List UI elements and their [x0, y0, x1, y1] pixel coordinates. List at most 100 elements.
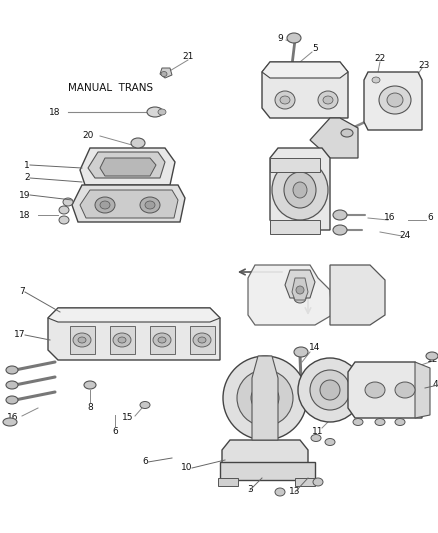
Polygon shape [70, 326, 95, 354]
Ellipse shape [283, 172, 315, 208]
Text: 18: 18 [49, 108, 60, 117]
Ellipse shape [317, 91, 337, 109]
Text: 1: 1 [24, 160, 30, 169]
Ellipse shape [145, 201, 155, 209]
Ellipse shape [95, 197, 115, 213]
Ellipse shape [153, 333, 171, 347]
Text: 21: 21 [182, 52, 193, 61]
Text: 19: 19 [18, 190, 30, 199]
Text: MANUAL  TRANS: MANUAL TRANS [68, 83, 153, 93]
Bar [218, 478, 237, 486]
Ellipse shape [274, 488, 284, 496]
Polygon shape [80, 148, 175, 185]
Polygon shape [190, 326, 215, 354]
Ellipse shape [73, 333, 91, 347]
Ellipse shape [364, 382, 384, 398]
Ellipse shape [332, 225, 346, 235]
Polygon shape [329, 265, 384, 325]
Text: 17: 17 [14, 330, 25, 340]
Polygon shape [251, 356, 277, 440]
Ellipse shape [84, 381, 96, 389]
Polygon shape [291, 278, 307, 300]
Polygon shape [110, 326, 135, 354]
Ellipse shape [237, 370, 292, 426]
Ellipse shape [279, 96, 290, 104]
Ellipse shape [113, 333, 131, 347]
Ellipse shape [59, 206, 69, 214]
Polygon shape [414, 362, 429, 418]
Ellipse shape [259, 393, 269, 403]
Polygon shape [261, 62, 347, 118]
Polygon shape [269, 158, 319, 172]
Polygon shape [88, 152, 165, 178]
Ellipse shape [293, 293, 305, 303]
Polygon shape [100, 158, 155, 176]
Ellipse shape [352, 418, 362, 425]
Text: 6: 6 [426, 214, 432, 222]
Bar [219, 462, 314, 480]
Polygon shape [247, 265, 331, 325]
Ellipse shape [340, 129, 352, 137]
Text: 24: 24 [399, 230, 410, 239]
Polygon shape [261, 62, 347, 78]
Text: 13: 13 [289, 488, 300, 497]
Ellipse shape [3, 418, 17, 426]
Polygon shape [150, 326, 175, 354]
Polygon shape [269, 148, 329, 230]
Ellipse shape [394, 418, 404, 425]
Text: 6: 6 [112, 427, 118, 437]
Polygon shape [48, 308, 219, 360]
Ellipse shape [310, 434, 320, 441]
Ellipse shape [274, 91, 294, 109]
Polygon shape [222, 440, 307, 468]
Text: 10: 10 [180, 464, 191, 472]
Ellipse shape [6, 381, 18, 389]
Ellipse shape [425, 352, 437, 360]
Ellipse shape [292, 182, 306, 198]
Ellipse shape [100, 201, 110, 209]
Bar [294, 478, 314, 486]
Ellipse shape [193, 333, 211, 347]
Text: 18: 18 [18, 211, 30, 220]
Text: 22: 22 [374, 53, 385, 62]
Ellipse shape [295, 286, 303, 294]
Polygon shape [48, 308, 219, 322]
Ellipse shape [59, 216, 69, 224]
Polygon shape [284, 270, 314, 298]
Text: 20: 20 [82, 131, 93, 140]
Ellipse shape [386, 93, 402, 107]
Text: 7: 7 [19, 287, 25, 296]
Ellipse shape [158, 337, 166, 343]
Ellipse shape [63, 198, 73, 206]
Ellipse shape [198, 337, 205, 343]
Ellipse shape [251, 384, 279, 412]
Ellipse shape [322, 96, 332, 104]
Ellipse shape [78, 337, 86, 343]
Text: 23: 23 [417, 61, 429, 69]
Ellipse shape [297, 358, 361, 422]
Ellipse shape [131, 138, 145, 148]
Ellipse shape [158, 109, 166, 115]
Text: 15: 15 [122, 414, 134, 423]
Text: 3: 3 [247, 486, 252, 495]
Ellipse shape [324, 439, 334, 446]
Polygon shape [347, 362, 421, 418]
Text: 6: 6 [142, 457, 148, 466]
Ellipse shape [147, 107, 162, 117]
Polygon shape [80, 190, 177, 218]
Text: 4: 4 [431, 381, 437, 390]
Ellipse shape [161, 71, 166, 77]
Ellipse shape [140, 401, 150, 408]
Text: 12: 12 [426, 356, 437, 365]
Ellipse shape [371, 77, 379, 83]
Ellipse shape [312, 478, 322, 486]
Polygon shape [159, 68, 172, 78]
Ellipse shape [272, 160, 327, 220]
Ellipse shape [140, 197, 159, 213]
Text: 16: 16 [383, 214, 395, 222]
Ellipse shape [394, 382, 414, 398]
Ellipse shape [223, 356, 306, 440]
Polygon shape [309, 118, 357, 158]
Text: 9: 9 [277, 34, 283, 43]
Polygon shape [269, 220, 319, 234]
